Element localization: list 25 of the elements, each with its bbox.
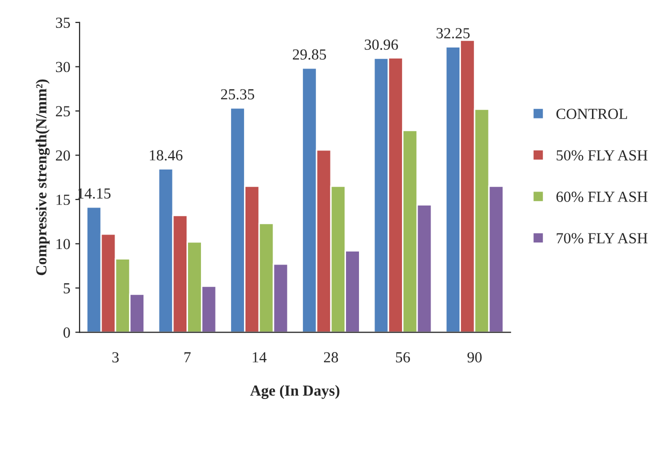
data-label: 30.96 [364, 39, 398, 50]
data-label: 18.46 [150, 150, 182, 161]
y-tick-label: 30 [56, 62, 70, 72]
y-tick-label: 15 [56, 194, 70, 205]
x-axis-title: Age (In Days) [250, 385, 340, 399]
x-tick-label: 28 [324, 352, 338, 362]
data-label: 29.85 [292, 49, 326, 60]
legend-label: 70% FLY ASH [556, 233, 648, 244]
y-tick-label: 20 [56, 150, 70, 161]
y-axis-title: Compressive strength(N/mm²) [36, 79, 50, 276]
legend-label: 50% FLY ASH [556, 150, 648, 161]
y-tick-label: 5 [64, 283, 70, 294]
y-tick-label: 35 [56, 18, 70, 28]
legend-label: 60% FLY ASH [556, 192, 648, 202]
x-tick-label: 7 [184, 352, 191, 362]
y-tick-label: 0 [63, 327, 70, 338]
y-tick-label: 10 [56, 238, 70, 250]
data-label: 32.25 [436, 28, 470, 38]
x-tick-label: 3 [112, 352, 119, 362]
x-tick-label: 14 [252, 352, 267, 362]
x-tick-label: 90 [467, 352, 482, 362]
y-tick-label: 25 [56, 106, 70, 116]
x-tick-label: 56 [396, 352, 410, 362]
legend-label: CONTROL [556, 108, 628, 120]
data-label: 25.35 [221, 89, 254, 100]
